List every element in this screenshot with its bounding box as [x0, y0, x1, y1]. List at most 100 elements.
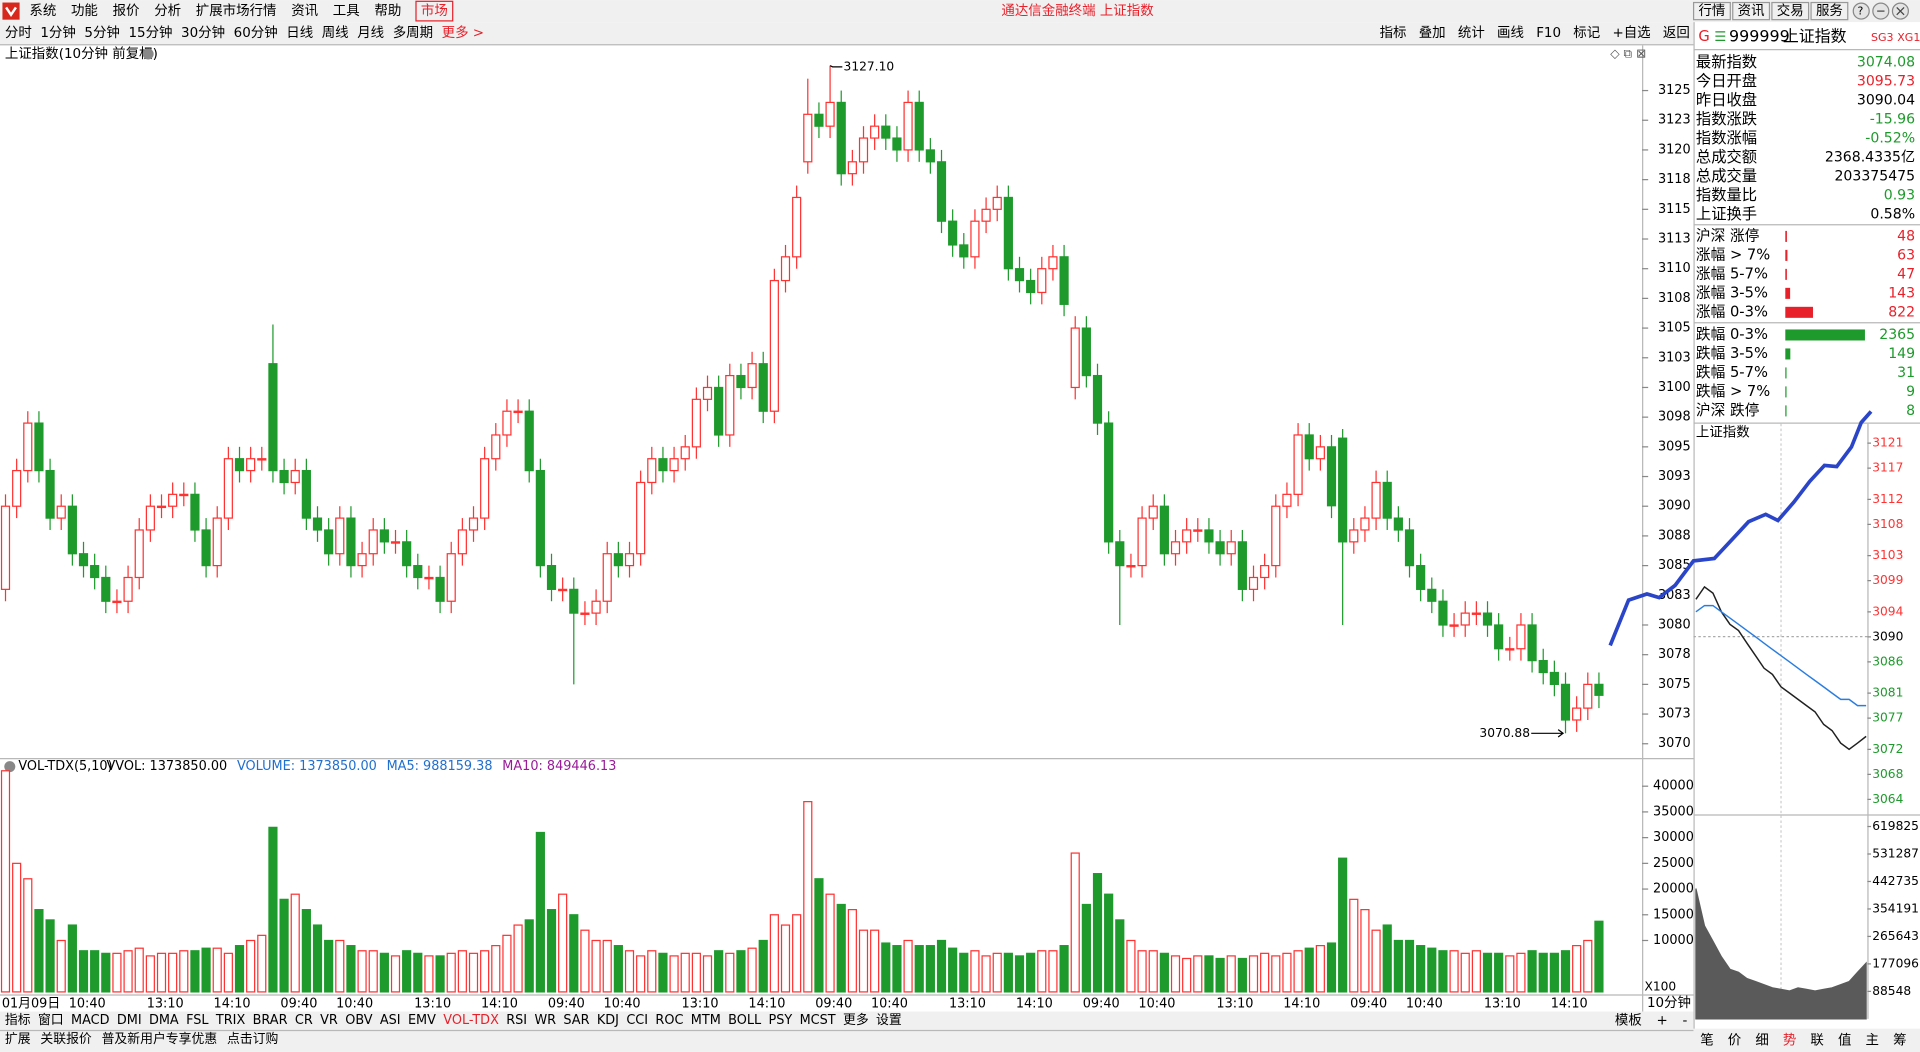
- volume-tick-label: 30000: [1653, 830, 1694, 845]
- side-tab[interactable]: 主: [1866, 1032, 1879, 1048]
- indicator-tab[interactable]: TRIX: [215, 1013, 246, 1028]
- tool-button[interactable]: 标记: [1573, 25, 1600, 41]
- volume-menu[interactable]: [4, 761, 16, 773]
- indicator-tab[interactable]: BOLL: [728, 1013, 762, 1028]
- menu-item[interactable]: 分析: [154, 3, 181, 19]
- tool-button[interactable]: F10: [1536, 26, 1561, 41]
- side-tab[interactable]: 值: [1838, 1032, 1851, 1048]
- indicator-tab[interactable]: MCST: [800, 1013, 836, 1028]
- menu-item[interactable]: 资讯: [291, 3, 318, 19]
- indicator-tab[interactable]: VOL-TDX: [443, 1013, 499, 1028]
- tool-button[interactable]: 叠加: [1419, 25, 1446, 41]
- top-button[interactable]: 资讯: [1738, 3, 1765, 19]
- help-button[interactable]: [1852, 2, 1870, 20]
- indicator-tab[interactable]: DMI: [117, 1013, 142, 1028]
- candle-body: [1182, 529, 1192, 543]
- tool-button[interactable]: 返回: [1663, 25, 1690, 41]
- tool-button[interactable]: 画线: [1497, 25, 1524, 41]
- status-item[interactable]: 扩展: [5, 1032, 31, 1047]
- indicator-tab[interactable]: SAR: [563, 1013, 589, 1028]
- period-button[interactable]: 5分钟: [84, 24, 119, 41]
- period-button[interactable]: 分时: [5, 25, 32, 41]
- toolbar: [0, 22, 1694, 45]
- chart-title-menu[interactable]: [142, 48, 154, 60]
- template-tab[interactable]: -: [1682, 1014, 1687, 1029]
- quote-menu-icon[interactable]: ☰: [1714, 30, 1726, 45]
- side-tab[interactable]: 笔: [1700, 1032, 1713, 1048]
- menu-item[interactable]: 系统: [29, 3, 56, 19]
- volume-bar: [223, 952, 233, 993]
- indicator-tab[interactable]: MTM: [691, 1013, 721, 1028]
- indicator-tab[interactable]: OBV: [345, 1013, 373, 1028]
- status-item[interactable]: 关联报价: [40, 1032, 92, 1047]
- candle-body: [1081, 327, 1091, 377]
- menu-item[interactable]: 帮助: [374, 3, 401, 19]
- menu-item[interactable]: 工具: [333, 4, 360, 19]
- indicator-tab[interactable]: MACD: [71, 1013, 110, 1028]
- quote-value: -15.96: [1870, 111, 1915, 127]
- template-tab[interactable]: +: [1657, 1014, 1668, 1029]
- candle-body: [602, 553, 612, 602]
- period-button[interactable]: 多周期: [393, 24, 433, 41]
- more-periods[interactable]: 更多 >: [442, 24, 484, 41]
- period-button[interactable]: 日线: [286, 25, 313, 41]
- top-button[interactable]: 交易: [1777, 2, 1804, 19]
- period-button[interactable]: 周线: [322, 25, 349, 41]
- tool-button[interactable]: +自选: [1612, 25, 1650, 41]
- period-button[interactable]: 1分钟: [40, 24, 75, 41]
- side-tab[interactable]: 联: [1810, 1032, 1823, 1048]
- menu-item[interactable]: 扩展市场行情: [196, 2, 277, 19]
- mini-volume-tick-label: 531287: [1872, 846, 1919, 860]
- indicator-tab[interactable]: CCI: [626, 1013, 648, 1028]
- indicator-tab[interactable]: KDJ: [597, 1013, 619, 1028]
- top-button[interactable]: 行情: [1698, 3, 1725, 19]
- tool-button[interactable]: 统计: [1458, 25, 1485, 41]
- candle-body: [769, 279, 779, 412]
- status-item[interactable]: 点击订购: [227, 1031, 278, 1047]
- side-tab[interactable]: 势: [1783, 1032, 1796, 1048]
- status-item[interactable]: 普及新用户专享优惠: [102, 1031, 218, 1047]
- period-button[interactable]: 月线: [357, 25, 384, 41]
- volume-bar: [457, 950, 467, 993]
- breadth-count: 47: [1897, 266, 1915, 282]
- tool-button[interactable]: 指标: [1380, 25, 1407, 41]
- y-tick-label: 3088: [1658, 528, 1691, 543]
- indicator-tab[interactable]: WR: [534, 1013, 556, 1028]
- menu-item-active[interactable]: 市场: [421, 2, 448, 19]
- chart-tools[interactable]: ◇ ⧉ ⊠: [1610, 46, 1646, 60]
- indicator-tab[interactable]: 指标: [5, 1013, 31, 1028]
- volume-bar: [112, 952, 122, 993]
- volume-bar: [992, 952, 1002, 993]
- side-tab[interactable]: 筹: [1893, 1031, 1906, 1048]
- volume-bar: [134, 947, 144, 993]
- top-button[interactable]: 服务: [1816, 3, 1843, 19]
- template-tab[interactable]: 模板: [1615, 1013, 1642, 1029]
- candle-body: [457, 529, 467, 555]
- volume-bar: [491, 945, 501, 993]
- period-button[interactable]: 30分钟: [181, 24, 225, 41]
- period-button[interactable]: 15分钟: [128, 24, 172, 41]
- indicator-tab[interactable]: RSI: [506, 1013, 527, 1028]
- indicator-tab[interactable]: 窗口: [38, 1012, 64, 1028]
- menu-item[interactable]: 功能: [71, 3, 98, 19]
- breadth-count: 8: [1906, 403, 1915, 419]
- menu-item[interactable]: 报价: [113, 3, 140, 19]
- volume-bar: [624, 950, 635, 993]
- indicator-tab[interactable]: 更多: [843, 1013, 869, 1028]
- volume-bar: [981, 955, 991, 993]
- indicator-tab[interactable]: 设置: [876, 1013, 902, 1028]
- mini-tick-label: 3064: [1872, 792, 1903, 806]
- period-button[interactable]: 60分钟: [234, 24, 278, 41]
- side-tab[interactable]: 细: [1755, 1032, 1768, 1048]
- indicator-tab[interactable]: DMA: [149, 1013, 179, 1028]
- indicator-tab[interactable]: BRAR: [253, 1013, 288, 1028]
- indicator-tab[interactable]: ASI: [380, 1013, 401, 1028]
- x-tick-label: 10:40: [871, 997, 908, 1012]
- indicator-tab[interactable]: ROC: [655, 1013, 683, 1028]
- indicator-tab[interactable]: EMV: [408, 1013, 436, 1028]
- indicator-tab[interactable]: VR: [320, 1013, 338, 1028]
- indicator-tab[interactable]: CR: [295, 1013, 313, 1028]
- side-tab[interactable]: 价: [1728, 1033, 1742, 1048]
- indicator-tab[interactable]: PSY: [768, 1013, 792, 1028]
- indicator-tab[interactable]: FSL: [186, 1013, 209, 1028]
